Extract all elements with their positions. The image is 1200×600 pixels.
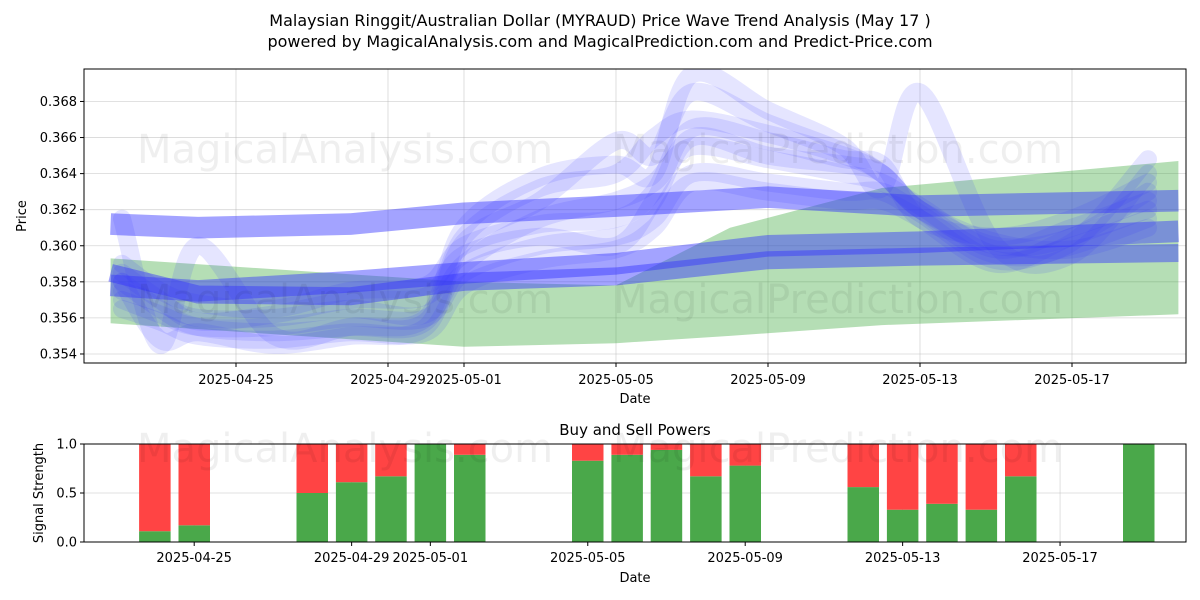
watermark-3: MagicalAnalysis.com	[137, 277, 553, 323]
signal-x-tick-label-0: 2025-04-25	[156, 551, 232, 566]
price-y-tick-label-1: 0.356	[40, 311, 77, 326]
blue-wave-6	[113, 69, 1157, 355]
price-y-tick-label-2: 0.358	[40, 275, 77, 290]
price-y-label: Price	[15, 200, 30, 232]
signal-x-tick-label-5: 2025-05-13	[865, 551, 941, 566]
signal-y-tick-label-1: 0.5	[56, 487, 77, 502]
signal-x-tick-label-4: 2025-05-09	[707, 551, 783, 566]
buy-bar-10	[690, 476, 722, 542]
sell-bar-6	[454, 444, 486, 455]
sell-bar-15	[965, 444, 998, 510]
buy-bar-11	[729, 465, 761, 542]
signal-x-tick-label-2: 2025-05-01	[393, 551, 469, 566]
price-y-tick-label-0: 0.354	[40, 347, 77, 362]
buy-bar-12	[847, 487, 879, 542]
signal-x-tick-label-6: 2025-05-17	[1022, 551, 1098, 566]
signal-x-label: Date	[619, 571, 650, 586]
price-y-tick-label-7: 0.368	[40, 95, 77, 110]
sell-bar-2	[296, 444, 328, 493]
blue-wave-1	[113, 136, 1157, 329]
price-y-tick-label-6: 0.366	[40, 131, 77, 146]
buy-bar-7	[572, 460, 604, 542]
sell-bar-13	[886, 444, 919, 510]
buy-bar-2	[296, 493, 328, 542]
buy-bar-17	[1123, 444, 1155, 542]
price-bands	[108, 161, 1179, 347]
watermark-2: MagicalPrediction.com	[613, 127, 1063, 173]
price-y-ticks: 0.354 0.356 0.358 0.360 0.362 0.364 0.366 0.368	[40, 95, 84, 362]
blue-wave-2	[113, 162, 1157, 338]
blue-wave-4	[113, 117, 1157, 319]
green-band-0	[110, 161, 1179, 347]
sell-bar-9	[650, 444, 683, 450]
buy-bar-1	[178, 525, 210, 542]
signal-panel: MagicalAnalysis.com MagicalPrediction.co…	[32, 421, 1187, 586]
price-x-tick-label-1: 2025-04-29	[350, 373, 426, 388]
watermark-6: MagicalPrediction.com	[613, 426, 1063, 472]
signal-y-ticks: 0.0 0.5 1.0	[56, 438, 84, 551]
signal-x-tick-label-1: 2025-04-29	[314, 551, 390, 566]
blue-band-0	[110, 186, 1179, 239]
blue-band-1	[109, 220, 1179, 302]
signal-title: Buy and Sell Powers	[559, 421, 711, 439]
buy-bar-3	[335, 482, 368, 542]
blue-band-2	[108, 244, 1179, 306]
watermark-4: MagicalPrediction.com	[613, 277, 1063, 323]
price-panel: MagicalAnalysis.com MagicalPrediction.co…	[15, 68, 1187, 407]
sell-bar-0	[139, 444, 171, 532]
sell-bar-16	[1005, 444, 1037, 477]
blue-wave-7	[113, 82, 1157, 355]
chart-title-line2: powered by MagicalAnalysis.com and Magic…	[267, 32, 932, 51]
price-x-tick-label-5: 2025-05-13	[882, 373, 958, 388]
price-x-tick-label-4: 2025-05-09	[730, 373, 806, 388]
blue-wave-3	[113, 127, 1157, 332]
sell-bar-3	[335, 444, 368, 483]
buy-bar-15	[965, 509, 998, 542]
chart-title-line1: Malaysian Ringgit/Australian Dollar (MYR…	[269, 11, 930, 30]
buy-bar-6	[454, 454, 486, 542]
buy-bar-8	[611, 454, 643, 542]
buy-bar-14	[926, 503, 958, 542]
signal-y-tick-label-2: 1.0	[56, 438, 77, 453]
watermark-1: MagicalAnalysis.com	[137, 127, 553, 173]
buy-bar-9	[650, 449, 683, 542]
sell-bar-4	[375, 444, 407, 477]
sell-bar-10	[690, 444, 722, 477]
sell-bar-1	[178, 444, 210, 526]
signal-y-label: Signal Strength	[32, 443, 47, 543]
signal-x-ticks: 2025-04-25 2025-04-29 2025-05-01 2025-05-05…	[156, 542, 1098, 566]
sell-bar-7	[572, 444, 604, 461]
price-x-tick-label-3: 2025-05-05	[578, 373, 654, 388]
watermark-5: MagicalAnalysis.com	[137, 426, 553, 472]
buy-bar-13	[886, 509, 919, 542]
price-y-tick-label-3: 0.360	[40, 239, 77, 254]
sell-bar-8	[611, 444, 643, 455]
price-x-tick-label-2: 2025-05-01	[426, 373, 502, 388]
price-plot-frame	[83, 68, 1187, 364]
buy-bar-5	[414, 444, 447, 542]
signal-y-tick-label-0: 0.0	[56, 536, 77, 551]
price-y-tick-label-4: 0.362	[40, 203, 77, 218]
blue-wave-5	[113, 171, 1157, 349]
price-x-tick-label-0: 2025-04-25	[198, 373, 274, 388]
signal-bars	[139, 444, 1155, 542]
sell-bar-12	[847, 444, 879, 488]
price-plot-area	[84, 69, 1186, 363]
price-x-label: Date	[619, 392, 650, 407]
buy-bar-0	[139, 531, 171, 542]
buy-bar-16	[1005, 476, 1037, 542]
price-x-ticks: 2025-04-25 2025-04-29 2025-05-01 2025-05-05…	[198, 363, 1110, 388]
sell-bar-14	[926, 444, 958, 504]
signal-x-tick-label-3: 2025-05-05	[550, 551, 626, 566]
blue-wave-0	[113, 110, 1157, 342]
price-waves	[113, 69, 1157, 355]
buy-bar-4	[375, 476, 407, 542]
sell-bar-11	[729, 444, 761, 466]
price-grid	[84, 69, 1186, 363]
price-y-tick-label-5: 0.364	[40, 167, 77, 182]
price-x-tick-label-6: 2025-05-17	[1034, 373, 1110, 388]
